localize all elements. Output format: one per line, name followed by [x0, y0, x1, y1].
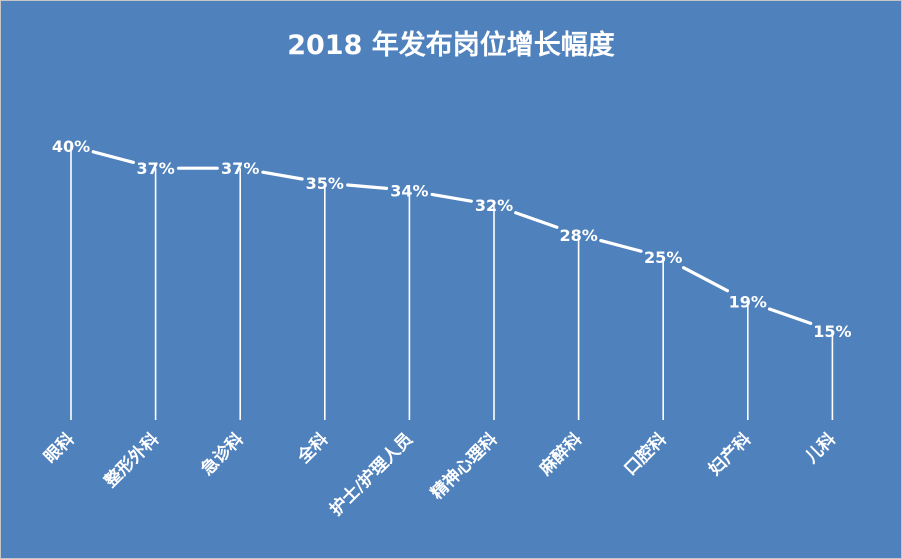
- data-label-8: 25%: [644, 248, 682, 267]
- data-label-3: 37%: [221, 159, 259, 178]
- data-label-2: 37%: [136, 159, 174, 178]
- series-segment-1: [91, 150, 135, 164]
- series-segment-8: [681, 266, 730, 293]
- series-segment-6: [514, 211, 559, 229]
- data-label-4: 35%: [306, 174, 344, 193]
- data-label-6: 32%: [475, 196, 513, 215]
- series-line: [91, 150, 813, 325]
- data-label-10: 15%: [813, 322, 851, 341]
- series-segment-3: [261, 170, 304, 181]
- series-segment-4: [346, 183, 389, 190]
- series-segment-7: [599, 239, 643, 253]
- series-segment-9: [767, 307, 813, 325]
- data-labels: 40% 37% 37% 35% 34% 32% 28% 25% 19% 15%: [52, 137, 852, 341]
- data-label-5: 34%: [390, 181, 428, 200]
- series-segment-5: [430, 192, 473, 203]
- data-label-7: 28%: [559, 226, 597, 245]
- data-label-9: 19%: [729, 292, 767, 311]
- chart-title: 2018 年发布岗位增长幅度: [287, 29, 615, 61]
- drop-lines: [70, 146, 834, 420]
- data-label-1: 40%: [52, 137, 90, 156]
